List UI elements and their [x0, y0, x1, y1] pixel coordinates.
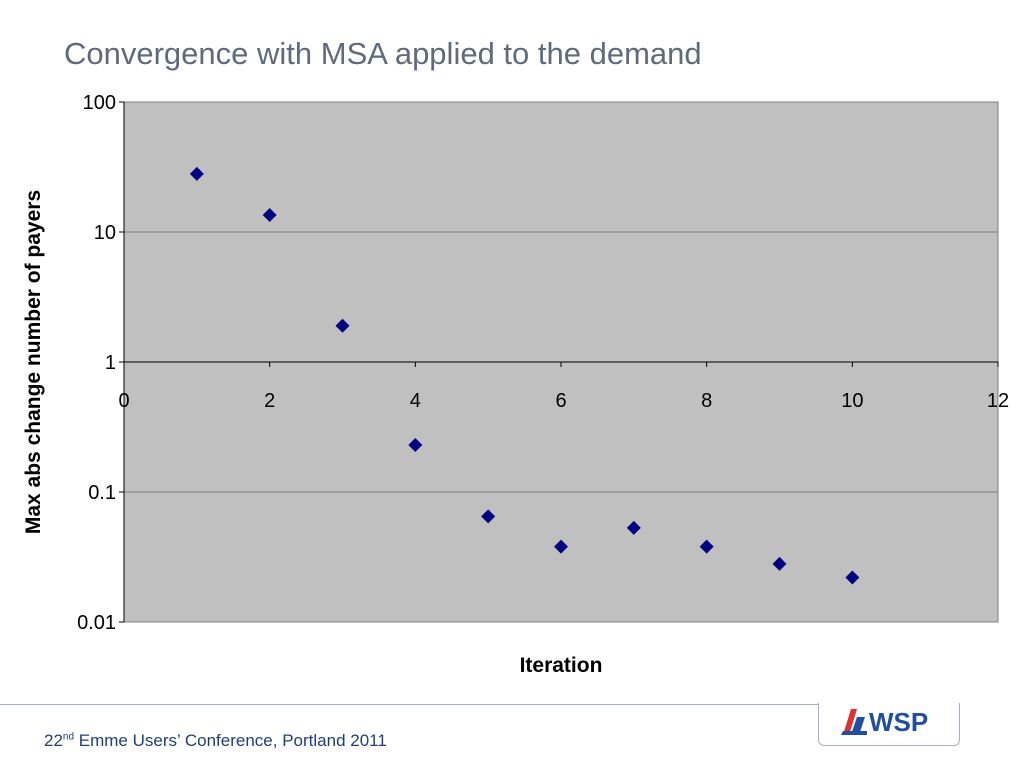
data-point: [189, 166, 204, 181]
data-point: [335, 318, 350, 333]
x-axis-title: Iteration: [520, 654, 603, 677]
y-tick-label: 1: [105, 352, 116, 374]
wsp-logo: WSP: [818, 703, 960, 746]
data-point: [845, 570, 860, 585]
wsp-logo-mark-icon: [841, 709, 867, 735]
footer-divider: [0, 704, 820, 705]
tick-labels: 100 10 1 0.1 0.01 0 2 4 6 8 10 12: [77, 92, 1009, 634]
x-tick-label: 2: [264, 390, 275, 412]
slide-title: Convergence with MSA applied to the dema…: [64, 36, 702, 71]
data-point: [626, 520, 641, 535]
data-point: [408, 437, 423, 452]
x-tick-label: 4: [410, 390, 421, 412]
y-axis-title: Max abs change number of payers: [22, 190, 45, 534]
x-tick-label: 0: [118, 390, 129, 412]
data-point: [699, 539, 714, 554]
y-tick-label: 100: [83, 92, 116, 114]
data-point: [262, 208, 277, 223]
x-tick-label: 10: [841, 390, 863, 412]
data-points: [189, 166, 860, 585]
footer-conference-name: Emme Users’ Conference, Portland 2011: [74, 731, 387, 750]
y-axis: [119, 101, 125, 623]
data-point: [554, 539, 568, 554]
y-tick-label: 0.01: [77, 612, 116, 634]
y-tick-label: 0.1: [88, 482, 116, 504]
x-axis: [123, 361, 999, 367]
x-tick-label: 12: [987, 390, 1009, 412]
data-point: [772, 556, 787, 571]
x-tick-label: 6: [555, 390, 566, 412]
x-tick-label: 8: [701, 390, 712, 412]
data-point: [481, 509, 496, 524]
y-tick-label: 10: [94, 222, 116, 244]
footer-ordinal-suffix: nd: [62, 731, 75, 743]
scatter-chart: 100 10 1 0.1 0.01 0 2 4 6 8 10 12 Iteration Max abs…: [22, 92, 1009, 677]
wsp-logo-text: WSP: [869, 707, 929, 737]
footer-ordinal-number: 22: [44, 731, 63, 750]
footer-conference-text: 22nd Emme Users’ Conference, Portland 20…: [44, 731, 387, 751]
